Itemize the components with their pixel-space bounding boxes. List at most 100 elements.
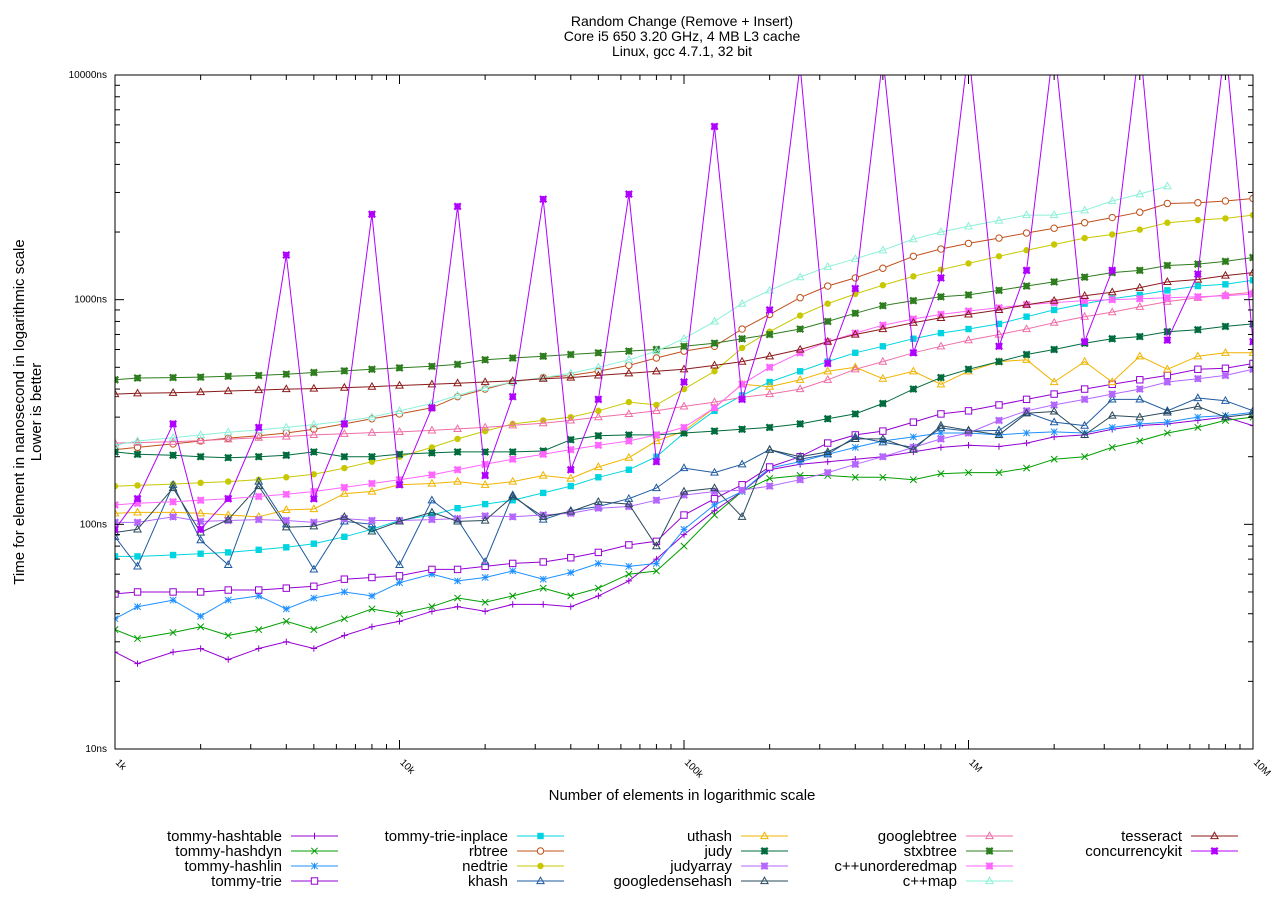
data-point-stxbtree xyxy=(566,350,575,359)
data-point-tommy-hashdyn xyxy=(594,584,602,592)
data-point-khash xyxy=(508,490,518,499)
data-point-tommy-trie-inplace xyxy=(540,489,547,497)
data-point-tommy-trie xyxy=(395,572,404,580)
legend-label: tommy-trie-inplace xyxy=(385,828,508,845)
data-point-khash xyxy=(651,483,661,492)
data-point-googledensehash xyxy=(453,516,463,525)
data-point-cppunorderedmap xyxy=(453,465,462,474)
data-point-googledensehash xyxy=(823,447,833,456)
data-point-tommy-trie-inplace xyxy=(1050,306,1058,314)
series-judy xyxy=(115,319,1253,462)
data-point-judy xyxy=(995,357,1003,366)
data-point-tesseract xyxy=(281,384,291,393)
data-point-uthash xyxy=(538,470,548,479)
data-point-googlebtree xyxy=(223,434,233,443)
data-point-nedtrie xyxy=(1050,241,1058,248)
data-point-tommy-trie xyxy=(1022,395,1031,404)
data-point-tommy-trie-inplace xyxy=(368,526,376,533)
legend-swatch-marker xyxy=(536,847,545,855)
data-point-googlebtree xyxy=(538,418,548,427)
data-point-judy xyxy=(254,452,263,461)
data-point-tommy-hashdyn xyxy=(1081,453,1089,461)
data-point-tommy-hashtable xyxy=(1249,422,1253,429)
data-point-tesseract xyxy=(168,387,178,396)
data-point-khash xyxy=(115,531,120,540)
data-point-judyarray xyxy=(796,475,805,484)
data-point-rbtree xyxy=(909,252,918,260)
data-point-khash xyxy=(1162,406,1172,414)
y-tick-label: 10ns xyxy=(85,744,107,755)
data-point-tommy-hashlin xyxy=(539,575,547,583)
data-point-tommy-trie-inplace xyxy=(197,550,204,557)
data-point-rbtree xyxy=(796,294,804,302)
data-point-tommy-hashlin xyxy=(169,596,177,604)
data-point-tesseract xyxy=(395,380,404,389)
data-point-cppunorderedmap xyxy=(282,490,291,499)
data-point-stxbtree xyxy=(909,296,918,305)
data-point-tommy-hashlin xyxy=(937,429,945,437)
data-point-stxbtree xyxy=(282,370,291,379)
data-point-khash xyxy=(1107,394,1117,403)
data-point-nedtrie xyxy=(1109,231,1116,238)
data-point-tesseract xyxy=(1162,277,1172,285)
data-point-tommy-hashlin xyxy=(133,603,142,611)
data-point-concurrencykit xyxy=(710,122,719,131)
data-point-googledensehash xyxy=(1135,412,1145,421)
data-point-tommy-hashtable xyxy=(310,645,318,652)
data-point-googledensehash xyxy=(679,486,689,495)
data-point-judy xyxy=(427,448,436,457)
data-point-tommy-hashtable xyxy=(711,507,718,514)
data-point-judy xyxy=(936,373,945,382)
data-point-cppunorderedmap xyxy=(1135,294,1144,303)
data-point-concurrencykit xyxy=(738,395,747,404)
data-point-googledensehash xyxy=(538,512,548,520)
data-point-concurrencykit xyxy=(680,378,688,386)
data-point-tommy-hashdyn xyxy=(851,473,859,481)
data-point-khash xyxy=(254,476,264,485)
data-point-khash xyxy=(1248,406,1253,414)
data-point-khash xyxy=(1220,395,1230,404)
data-point-nedtrie xyxy=(115,482,119,490)
data-point-rbtree xyxy=(1050,224,1058,232)
data-point-judy xyxy=(367,452,376,461)
data-point-tommy-hashdyn xyxy=(454,594,462,602)
data-point-googledensehash xyxy=(936,420,946,429)
data-point-tommy-hashdyn xyxy=(1194,423,1202,431)
data-point-uthash xyxy=(936,379,946,388)
data-point-cppmap xyxy=(651,346,661,355)
legend-entry-googlebtree: googlebtree xyxy=(878,828,1013,845)
series-googledensehash xyxy=(115,401,1253,550)
data-point-judyarray xyxy=(395,516,404,525)
data-point-googlebtree xyxy=(1022,324,1032,333)
legend-label: tommy-trie xyxy=(211,873,282,890)
data-point-tommy-trie xyxy=(368,573,376,582)
data-point-cppmap xyxy=(908,234,918,243)
data-point-tesseract xyxy=(964,309,973,318)
data-point-stxbtree xyxy=(196,373,205,382)
data-point-khash xyxy=(1049,417,1059,426)
data-point-tesseract xyxy=(1135,282,1145,291)
data-point-googlebtree xyxy=(395,427,404,435)
data-point-cppunorderedmap xyxy=(851,329,860,338)
data-point-tommy-hashtable xyxy=(283,638,290,646)
data-point-tommy-hashlin xyxy=(395,579,404,587)
data-point-tommy-trie-inplace xyxy=(879,343,887,350)
data-point-cppmap xyxy=(878,245,888,254)
data-point-nedtrie xyxy=(1081,234,1088,242)
data-point-tesseract xyxy=(1080,291,1090,299)
legend-label: concurrencykit xyxy=(1085,843,1183,860)
data-point-tommy-hashdyn xyxy=(310,626,318,634)
data-point-tommy-hashlin xyxy=(710,501,719,509)
data-point-judyarray xyxy=(340,514,349,523)
data-point-tommy-trie xyxy=(1221,364,1230,372)
data-point-judyarray xyxy=(936,434,945,443)
data-point-tommy-hashlin xyxy=(310,594,318,602)
data-point-tommy-hashtable xyxy=(134,660,141,667)
data-point-nedtrie xyxy=(711,368,718,375)
data-point-cppunorderedmap xyxy=(427,470,436,479)
data-point-judyarray xyxy=(851,460,860,469)
data-point-tommy-trie-inplace xyxy=(625,466,633,473)
data-point-googledensehash xyxy=(395,516,404,525)
data-point-stxbtree xyxy=(1022,282,1031,291)
